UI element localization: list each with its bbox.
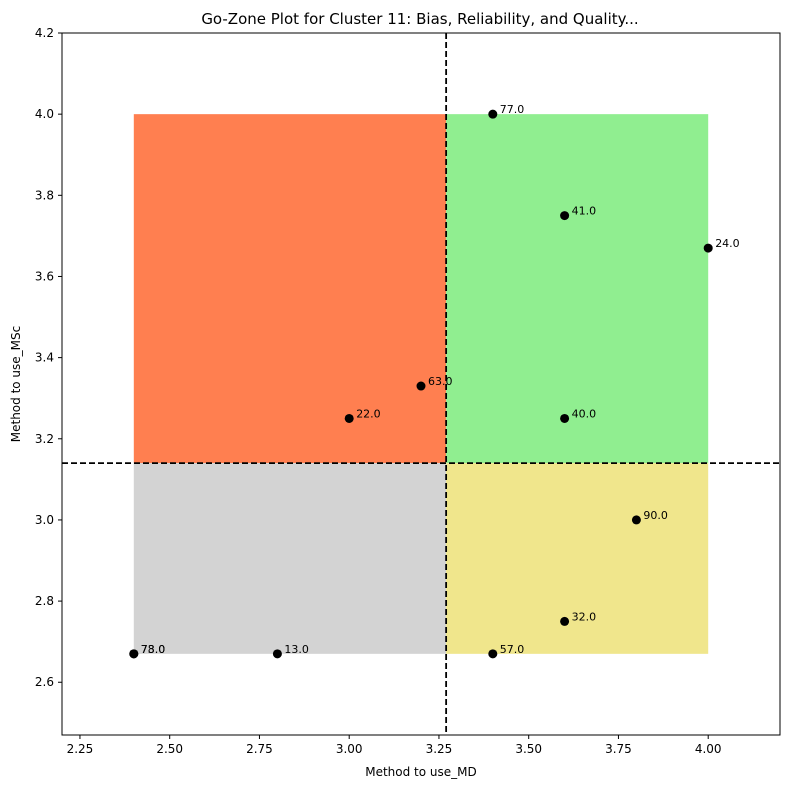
- y-tick-label: 4.0: [35, 107, 54, 121]
- data-point: [344, 413, 354, 423]
- zones-layer: [133, 114, 709, 654]
- data-point: [488, 109, 498, 119]
- chart-title: Go-Zone Plot for Cluster 11: Bias, Relia…: [201, 10, 638, 28]
- data-point-label: 78.0: [141, 643, 166, 656]
- y-tick-label: 4.2: [35, 26, 54, 40]
- data-point: [560, 413, 570, 423]
- x-tick-label: 3.75: [605, 742, 632, 756]
- data-point-label: 63.0: [428, 375, 453, 388]
- data-point: [560, 211, 570, 221]
- data-point: [703, 243, 713, 253]
- data-point-label: 13.0: [284, 643, 309, 656]
- y-axis: 2.6 2.8 3.0 3.2 3.4 3.6 3.8 4.0 4.2: [35, 26, 62, 689]
- data-point: [631, 515, 641, 525]
- zone-top-right: [446, 114, 709, 464]
- data-point-label: 57.0: [500, 643, 525, 656]
- data-point-label: 41.0: [572, 205, 597, 218]
- y-axis-label: Method to use_MSc: [9, 326, 23, 443]
- y-tick-label: 3.2: [35, 432, 54, 446]
- data-point: [272, 649, 282, 659]
- data-point: [416, 381, 426, 391]
- data-point-label: 22.0: [356, 407, 381, 420]
- data-point-label: 40.0: [572, 407, 597, 420]
- data-point: [560, 616, 570, 626]
- data-point-label: 90.0: [643, 509, 668, 522]
- y-tick-label: 3.0: [35, 513, 54, 527]
- x-tick-label: 2.25: [67, 742, 94, 756]
- plot-frame: [61, 32, 781, 736]
- points-layer: [129, 109, 713, 659]
- y-tick-label: 3.8: [35, 188, 54, 202]
- x-axis: 2.25 2.50 2.75 3.00 3.25 3.50 3.75 4.00: [67, 735, 722, 756]
- zone-bottom-right: [446, 463, 709, 654]
- x-tick-label: 2.50: [156, 742, 183, 756]
- x-tick-label: 3.25: [426, 742, 453, 756]
- x-tick-label: 4.00: [695, 742, 722, 756]
- x-axis-label: Method to use_MD: [365, 765, 477, 779]
- data-point: [488, 649, 498, 659]
- data-point-label: 77.0: [500, 103, 525, 116]
- point-labels-layer: 77.0 41.0 24.0 63.0 22.0 40.0 90.0 32.0 57.0 13.0…: [141, 103, 740, 656]
- y-tick-label: 2.6: [35, 675, 54, 689]
- y-tick-label: 3.4: [35, 351, 54, 365]
- x-tick-label: 2.75: [246, 742, 273, 756]
- y-tick-label: 2.8: [35, 594, 54, 608]
- zone-top-left: [133, 114, 447, 464]
- zone-bottom-left: [133, 463, 447, 654]
- x-tick-label: 3.50: [515, 742, 542, 756]
- x-tick-label: 3.00: [336, 742, 363, 756]
- y-tick-label: 3.6: [35, 269, 54, 283]
- data-point-label: 73.0: [141, 643, 166, 656]
- data-point: [129, 649, 139, 659]
- data-point-label: 32.0: [572, 610, 597, 623]
- data-point-label: 24.0: [715, 237, 740, 250]
- mean-lines-layer: [62, 33, 780, 735]
